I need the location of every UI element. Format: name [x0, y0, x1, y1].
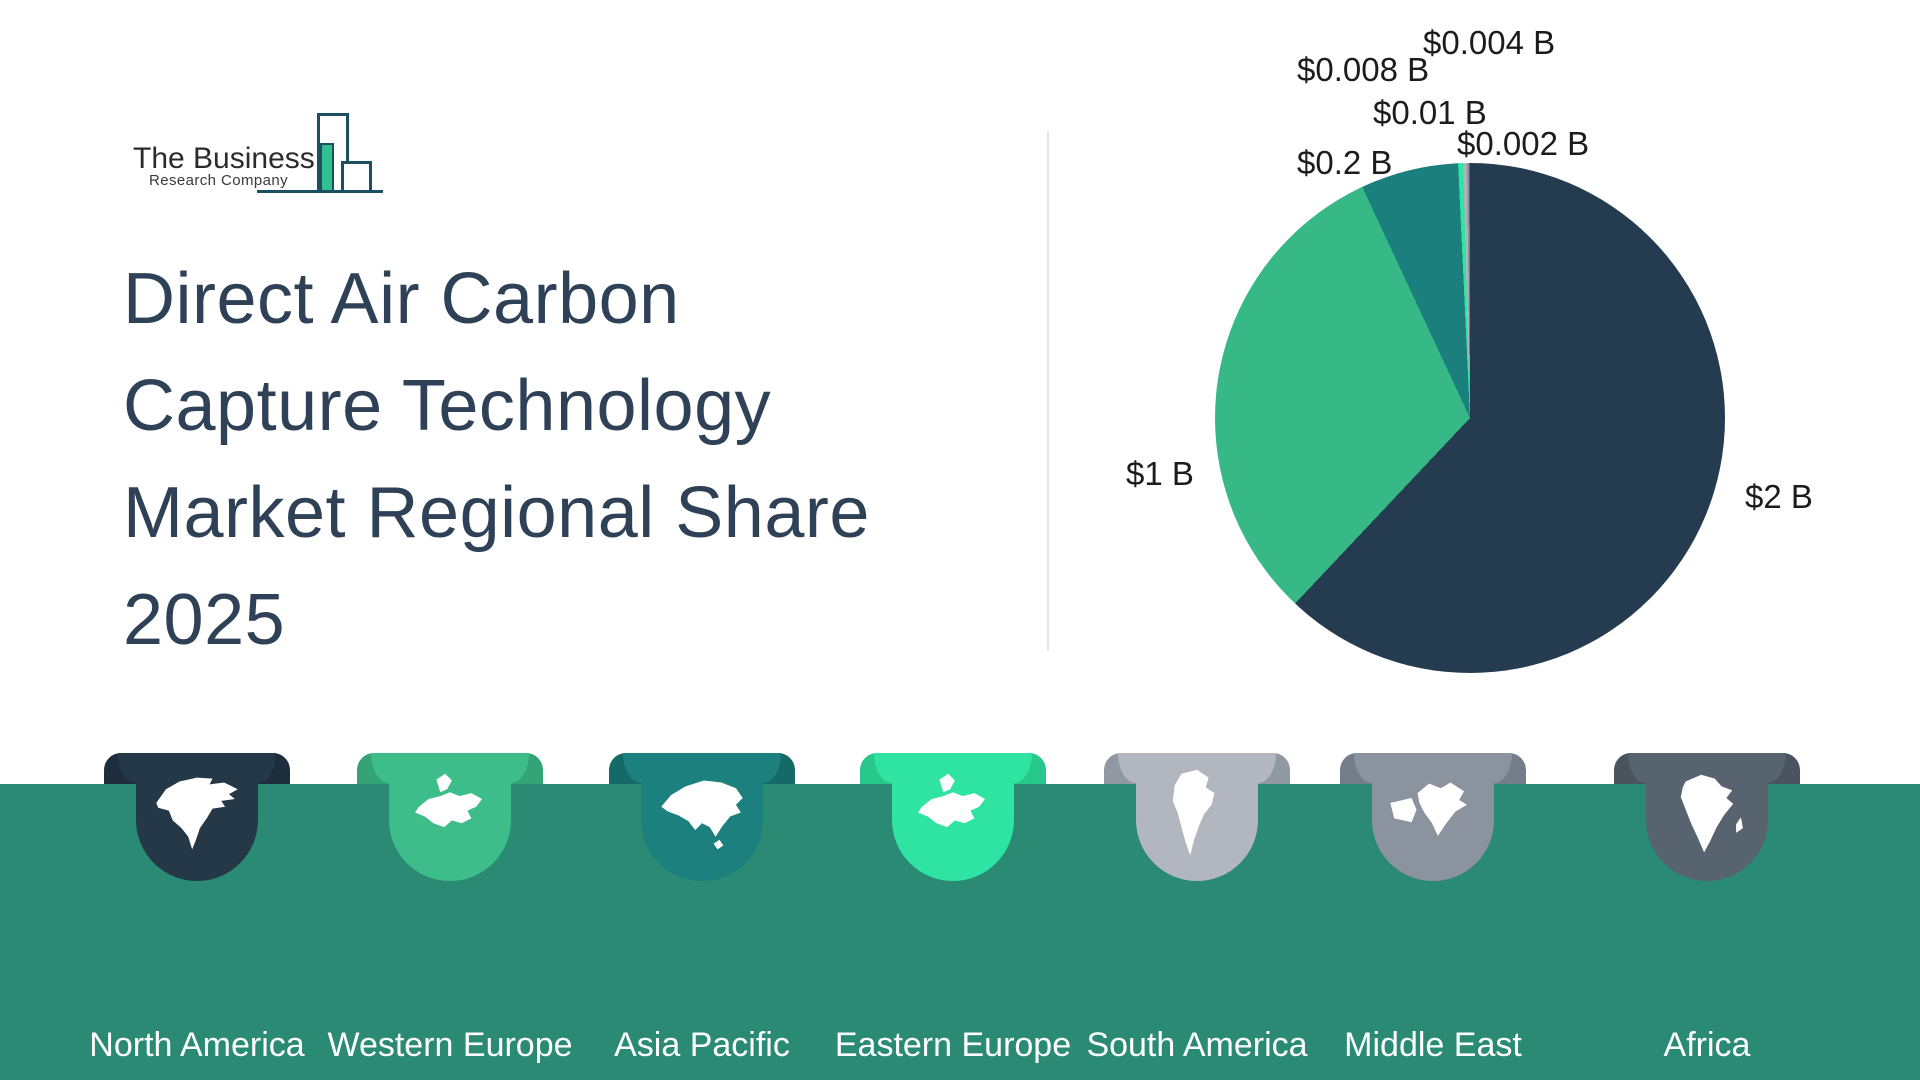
pie-label-north-america: $2 B: [1745, 478, 1813, 515]
logo-baseline: [257, 190, 383, 193]
ribbon-front: [1354, 753, 1512, 881]
legend-region-value: $0.004 B: [1307, 1076, 1559, 1080]
legend-item-north-america: North America $2 B: [71, 753, 323, 1080]
middle-east-map-icon: [1390, 782, 1467, 836]
ribbon-front: [1628, 753, 1786, 881]
logo-small-bar-icon: [341, 161, 372, 193]
legend-region-name: Africa: [1663, 1026, 1751, 1064]
logo-subname: Research Company: [149, 172, 288, 189]
legend-region-value: $0.2 B: [576, 1076, 828, 1080]
title-line-3: Market Regional Share: [123, 473, 870, 553]
western-europe-badge: [357, 753, 543, 881]
legend-region-name: Middle East: [1344, 1026, 1522, 1064]
legend-item-eastern-europe: Eastern Europe $0.01 B: [827, 753, 1079, 1080]
legend-region-name: Western Europe: [327, 1026, 573, 1064]
title-line-4: 2025: [123, 580, 286, 660]
title-line-1: Direct Air Carbon: [123, 259, 680, 339]
ribbon-front: [371, 753, 529, 881]
asia-pacific-badge: [609, 753, 795, 881]
eastern-europe-badge: [860, 753, 1046, 881]
legend-region-value: $0.002 B: [1581, 1076, 1833, 1080]
legend-band: North America $2 B Western Europe $1 B: [0, 753, 1920, 1080]
europe-map-icon: [918, 773, 986, 828]
pie-label-africa: $0.002 B: [1457, 125, 1590, 162]
legend-region-name: Asia Pacific: [614, 1026, 790, 1064]
pie-chart: [1215, 163, 1725, 673]
pie-label-western-europe: $1 B: [1126, 455, 1194, 492]
africa-badge: [1614, 753, 1800, 881]
legend-item-middle-east: Middle East $0.004 B: [1307, 753, 1559, 1080]
south-america-badge: [1104, 753, 1290, 881]
ribbon-front: [874, 753, 1032, 881]
legend-region-value: $2 B: [71, 1076, 323, 1080]
page-title: Direct Air Carbon Capture Technology Mar…: [123, 246, 870, 674]
legend-region-name: South America: [1086, 1026, 1308, 1064]
logo-name: The Business: [133, 142, 315, 175]
legend-item-western-europe: Western Europe $1 B: [324, 753, 576, 1080]
legend-region-value: $0.008 B: [1071, 1076, 1323, 1080]
legend-item-south-america: South America $0.008 B: [1071, 753, 1323, 1080]
legend-region-name: North America: [89, 1026, 305, 1064]
logo-green-bar-icon: [320, 143, 334, 193]
ribbon-front: [118, 753, 276, 881]
pie-label-middle-east: $0.004 B: [1423, 24, 1556, 61]
north-america-badge: [104, 753, 290, 881]
asia-map-icon: [661, 780, 743, 850]
title-line-2: Capture Technology: [123, 366, 772, 446]
pie-label-eastern-europe: $0.01 B: [1373, 94, 1487, 131]
pie-label-south-america: $0.008 B: [1297, 51, 1430, 88]
legend-region-name: Eastern Europe: [834, 1026, 1072, 1064]
africa-map-icon: [1680, 774, 1743, 853]
legend-region-value: $0.01 B: [827, 1076, 1079, 1080]
pie-label-asia-pacific: $0.2 B: [1297, 144, 1393, 181]
ribbon-front: [1118, 753, 1276, 881]
south-america-map-icon: [1172, 769, 1215, 856]
middle-east-badge: [1340, 753, 1526, 881]
vertical-divider: [1047, 131, 1049, 651]
ribbon-front: [623, 753, 781, 881]
legend-region-value: $1 B: [324, 1076, 576, 1080]
legend-item-africa: Africa $0.002 B: [1581, 753, 1833, 1080]
north-america-map-icon: [156, 777, 238, 850]
legend-item-asia-pacific: Asia Pacific $0.2 B: [576, 753, 828, 1080]
europe-map-icon: [415, 773, 483, 828]
